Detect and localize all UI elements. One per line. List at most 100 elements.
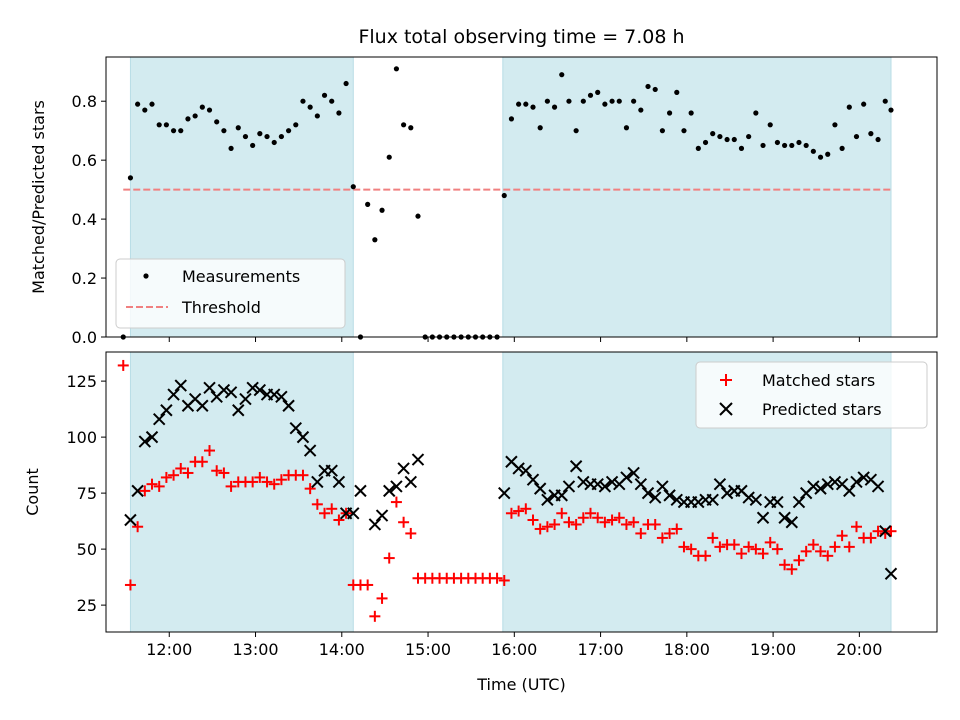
- matched-star-point: [268, 478, 280, 490]
- matched-star-point: [843, 541, 855, 553]
- predicted-star-point: [641, 486, 655, 500]
- predicted-star-point: [663, 489, 676, 502]
- legend-predicted-marker: [719, 402, 733, 416]
- predicted-star-point: [598, 480, 612, 493]
- x-axis-label: Time (UTC): [476, 675, 565, 694]
- matched-star-point: [879, 527, 891, 539]
- matched-star-point: [815, 545, 827, 557]
- matched-star-point: [635, 527, 647, 539]
- matched-star-point: [319, 507, 331, 519]
- predicted-star-point: [778, 511, 791, 524]
- measurement-point: [214, 119, 220, 125]
- top-y-axis-label: Matched/Predicted stars: [29, 100, 48, 294]
- matched-star-point: [549, 518, 561, 530]
- predicted-star-point: [884, 567, 898, 580]
- measurement-point: [170, 128, 177, 134]
- measurement-point: [659, 128, 665, 134]
- matched-star-point: [678, 541, 690, 553]
- matched-star-point: [160, 471, 172, 483]
- measurement-point: [782, 142, 788, 149]
- matched-star-point: [153, 480, 165, 492]
- measurement-point: [832, 122, 838, 128]
- top-legend-box: [115, 258, 346, 329]
- y-tick-label: 50: [77, 540, 97, 559]
- predicted-star-point: [239, 392, 252, 406]
- matched-star-point: [196, 456, 208, 468]
- measurement-point: [206, 107, 213, 113]
- predicted-star-point: [512, 462, 525, 475]
- matched-stars-points: [117, 359, 897, 622]
- measurement-point: [753, 110, 759, 116]
- measurement-point: [710, 131, 716, 137]
- legend-predicted-label: Predicted stars: [762, 400, 882, 419]
- predicted-star-point: [268, 388, 281, 401]
- shaded-region: [502, 56, 892, 338]
- matched-star-point: [628, 516, 640, 528]
- measurement-point: [888, 107, 894, 113]
- matched-star-point: [577, 512, 589, 524]
- predicted-star-point: [217, 383, 231, 397]
- predicted-star-point: [649, 491, 662, 504]
- measurement-point: [307, 104, 313, 110]
- matched-star-point: [247, 476, 259, 488]
- measurement-point: [293, 122, 299, 128]
- predicted-star-point: [742, 491, 755, 504]
- legend-matched-label: Matched stars: [762, 371, 875, 390]
- matched-star-point: [168, 469, 180, 481]
- predicted-star-point: [174, 379, 187, 392]
- measurement-point: [674, 89, 680, 95]
- matched-star-point: [764, 536, 776, 548]
- matched-star-point: [750, 543, 762, 555]
- matched-star-point: [505, 507, 517, 519]
- predicted-star-point: [871, 480, 885, 493]
- matched-star-point: [139, 485, 151, 497]
- matched-star-point: [656, 532, 668, 544]
- measurement-point: [760, 142, 766, 149]
- matched-star-point: [793, 554, 805, 566]
- predicted-star-point: [232, 404, 245, 417]
- shaded-region: [129, 351, 354, 633]
- measurement-point: [738, 145, 745, 151]
- bottom-y-axis-label: Count: [23, 468, 42, 516]
- measurement-point: [580, 98, 586, 104]
- bottom-legend-box: [695, 361, 928, 429]
- predicted-star-point: [620, 471, 633, 484]
- measurement-point: [329, 98, 335, 104]
- predicted-star-point: [569, 460, 583, 473]
- measurement-point: [559, 72, 565, 78]
- top-shaded-regions: [129, 56, 892, 338]
- measurement-point: [199, 104, 205, 110]
- matched-star-point: [707, 532, 719, 544]
- matched-star-point: [398, 516, 410, 528]
- predicted-star-point: [138, 435, 152, 448]
- measurement-point: [796, 139, 802, 146]
- measurement-point: [278, 133, 285, 140]
- predicted-star-point: [821, 477, 834, 491]
- predicted-star-point: [397, 462, 410, 475]
- matched-star-point: [743, 541, 755, 553]
- measurement-point: [746, 133, 752, 140]
- measurement-point: [192, 113, 198, 119]
- matched-star-point: [275, 474, 287, 486]
- matched-star-point: [620, 518, 632, 530]
- matched-star-point: [175, 462, 187, 474]
- measurement-point: [638, 107, 644, 113]
- matched-star-point: [541, 521, 553, 533]
- bottom-plot-frame: [105, 351, 938, 633]
- measurement-point: [810, 148, 816, 154]
- measurement-points: [120, 66, 894, 340]
- matched-star-point: [311, 498, 323, 510]
- matched-star-point: [865, 532, 877, 544]
- predicted-star-point: [706, 493, 719, 507]
- predicted-star-point: [196, 399, 209, 412]
- measurement-point: [516, 101, 522, 107]
- measurement-point: [156, 122, 162, 128]
- predicted-star-point: [577, 475, 590, 489]
- predicted-star-point: [498, 486, 511, 500]
- measurement-point: [321, 92, 328, 98]
- measurement-point: [127, 175, 134, 181]
- matched-star-point: [304, 483, 316, 495]
- measurement-point: [803, 142, 809, 149]
- matched-star-point: [885, 525, 897, 537]
- matched-star-point: [527, 514, 539, 526]
